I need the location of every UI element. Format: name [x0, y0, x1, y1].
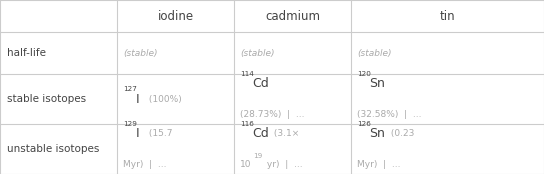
Text: 114: 114: [240, 71, 255, 77]
Text: I: I: [135, 93, 139, 106]
Text: iodine: iodine: [157, 10, 194, 23]
Text: 116: 116: [240, 121, 255, 127]
Text: (28.73%)  |  ...: (28.73%) | ...: [240, 110, 305, 119]
Text: yr)  |  ...: yr) | ...: [264, 160, 303, 169]
Text: 120: 120: [357, 71, 372, 77]
Text: (15.7: (15.7: [146, 129, 173, 138]
Text: Myr)  |  ...: Myr) | ...: [357, 160, 401, 169]
Text: 127: 127: [123, 86, 138, 92]
Text: 126: 126: [357, 121, 372, 127]
Text: 10: 10: [240, 160, 252, 169]
Text: (stable): (stable): [240, 49, 275, 58]
Text: 19: 19: [254, 153, 263, 159]
Text: (stable): (stable): [357, 49, 392, 58]
Text: unstable isotopes: unstable isotopes: [7, 144, 99, 154]
Text: Sn: Sn: [369, 77, 385, 90]
Text: (3.1×: (3.1×: [271, 129, 299, 138]
Text: tin: tin: [440, 10, 455, 23]
Text: (0.23: (0.23: [388, 129, 414, 138]
Text: Cd: Cd: [252, 127, 269, 140]
Text: 129: 129: [123, 121, 138, 127]
Text: Cd: Cd: [252, 77, 269, 90]
Text: I: I: [135, 127, 139, 140]
Text: (100%): (100%): [146, 95, 182, 104]
Text: Sn: Sn: [369, 127, 385, 140]
Text: cadmium: cadmium: [265, 10, 320, 23]
Text: (stable): (stable): [123, 49, 158, 58]
Text: Myr)  |  ...: Myr) | ...: [123, 160, 167, 169]
Text: half-life: half-life: [7, 48, 46, 58]
Text: (32.58%)  |  ...: (32.58%) | ...: [357, 110, 422, 119]
Text: stable isotopes: stable isotopes: [7, 94, 85, 104]
